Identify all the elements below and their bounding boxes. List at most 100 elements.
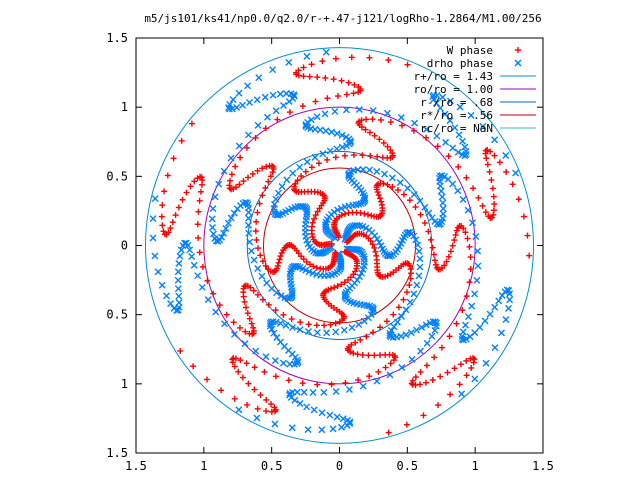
w-phase-point [223,311,230,318]
marker-d2 [352,245,360,253]
marker-d2 [415,247,423,255]
drho-phase-point [464,206,472,214]
drho-phase-point [228,105,236,113]
w-phase-point [377,116,384,123]
w-phase-point [341,279,348,286]
w-phase-point [272,373,279,380]
drho-phase-point [476,323,484,331]
marker-d2 [439,210,447,218]
w-phase-point [299,103,306,110]
w-phase-point [240,293,247,300]
marker-d2 [362,224,370,232]
w-phase-point [253,218,260,225]
legend-label: r*/ro = .56 [420,109,493,122]
w-phase-point [470,185,477,192]
w-phase-point [313,264,320,271]
drho-phase-point [255,74,263,82]
w-phase-point [432,261,439,268]
drho-phase-point [303,52,311,60]
marker-d2 [441,110,449,118]
w-phase-point [434,143,441,150]
marker-d2 [404,228,412,236]
drho-phase-point [467,111,475,119]
marker-d2 [444,175,452,183]
drho-phase-point [296,163,304,171]
marker-d2 [188,253,196,261]
legend-drho-marker [514,59,522,67]
reference-circle [203,106,476,385]
marker-d2 [250,256,258,264]
drho-phase-point [163,292,170,300]
drho-phase-point [380,170,388,178]
drho-phase-point [270,200,278,208]
drho-phase-point [486,310,494,318]
w-phase-point [369,116,376,123]
w-phase-point [399,122,406,129]
drho-phase-point [204,296,212,304]
marker-d2 [283,176,291,184]
w-phase-point [187,183,194,190]
marker-d2 [446,117,454,125]
marker-d2 [472,233,480,241]
marker-d2 [347,298,355,306]
w-phase-point [491,152,498,159]
marker-d2 [417,347,425,355]
w-phase-point [246,315,253,322]
w-phase-point [341,210,348,217]
w-phase-point [315,160,322,167]
w-phase-point [250,287,257,294]
w-phase-point [462,229,469,236]
w-phase-point [404,61,411,68]
marker-d2 [413,326,421,334]
w-phase-point [444,369,451,376]
drho-phase-point [439,205,447,213]
drho-phase-point [330,208,338,216]
w-phase-point [467,254,474,261]
w-phase-point [390,357,397,364]
marker-d2 [406,298,414,306]
drho-phase-point [271,210,279,218]
marker-d2 [462,335,470,343]
drho-phase-point [417,347,425,355]
y-tick-label: 0.5 [106,308,128,322]
w-phase-point [237,154,244,161]
w-phase-point [277,253,284,260]
drho-phase-point [454,187,462,195]
w-phase-point [305,321,312,328]
marker-d2 [235,406,243,414]
marker-d2 [282,89,290,97]
w-phase-point [371,352,378,359]
drho-phase-point [449,180,457,188]
drho-phase-point [314,249,322,257]
drho-phase-point [456,103,464,111]
marker-d2 [433,132,441,140]
w-phase-point [387,118,394,125]
marker-d2 [227,154,235,162]
marker-d2 [402,306,410,314]
marker-d2 [412,236,420,244]
drho-phase-point [506,296,514,304]
w-phase-point [291,183,298,190]
marker-d2 [174,268,182,276]
marker-d2 [461,143,469,151]
marker-d2 [410,290,418,298]
drho-phase-point [386,252,394,260]
marker-d2 [336,255,344,263]
drho-phase-point [209,223,216,231]
marker-d2 [397,114,405,122]
w-phase-point [256,200,263,207]
drho-phase-point [366,166,374,174]
w-phase-point [237,357,244,364]
w-phase-point [285,377,292,384]
w-phase-point [286,109,293,116]
w-phase-point [332,55,339,62]
w-phase-point [463,372,470,379]
drho-phase-point [215,180,223,188]
w-phase-point [389,183,396,190]
w-phase-point [263,396,270,403]
drho-phase-point [286,360,294,368]
drho-phase-point [397,114,405,122]
drho-phase-point [179,242,187,250]
w-phase-point [403,421,410,428]
drho-phase-point [279,359,287,367]
